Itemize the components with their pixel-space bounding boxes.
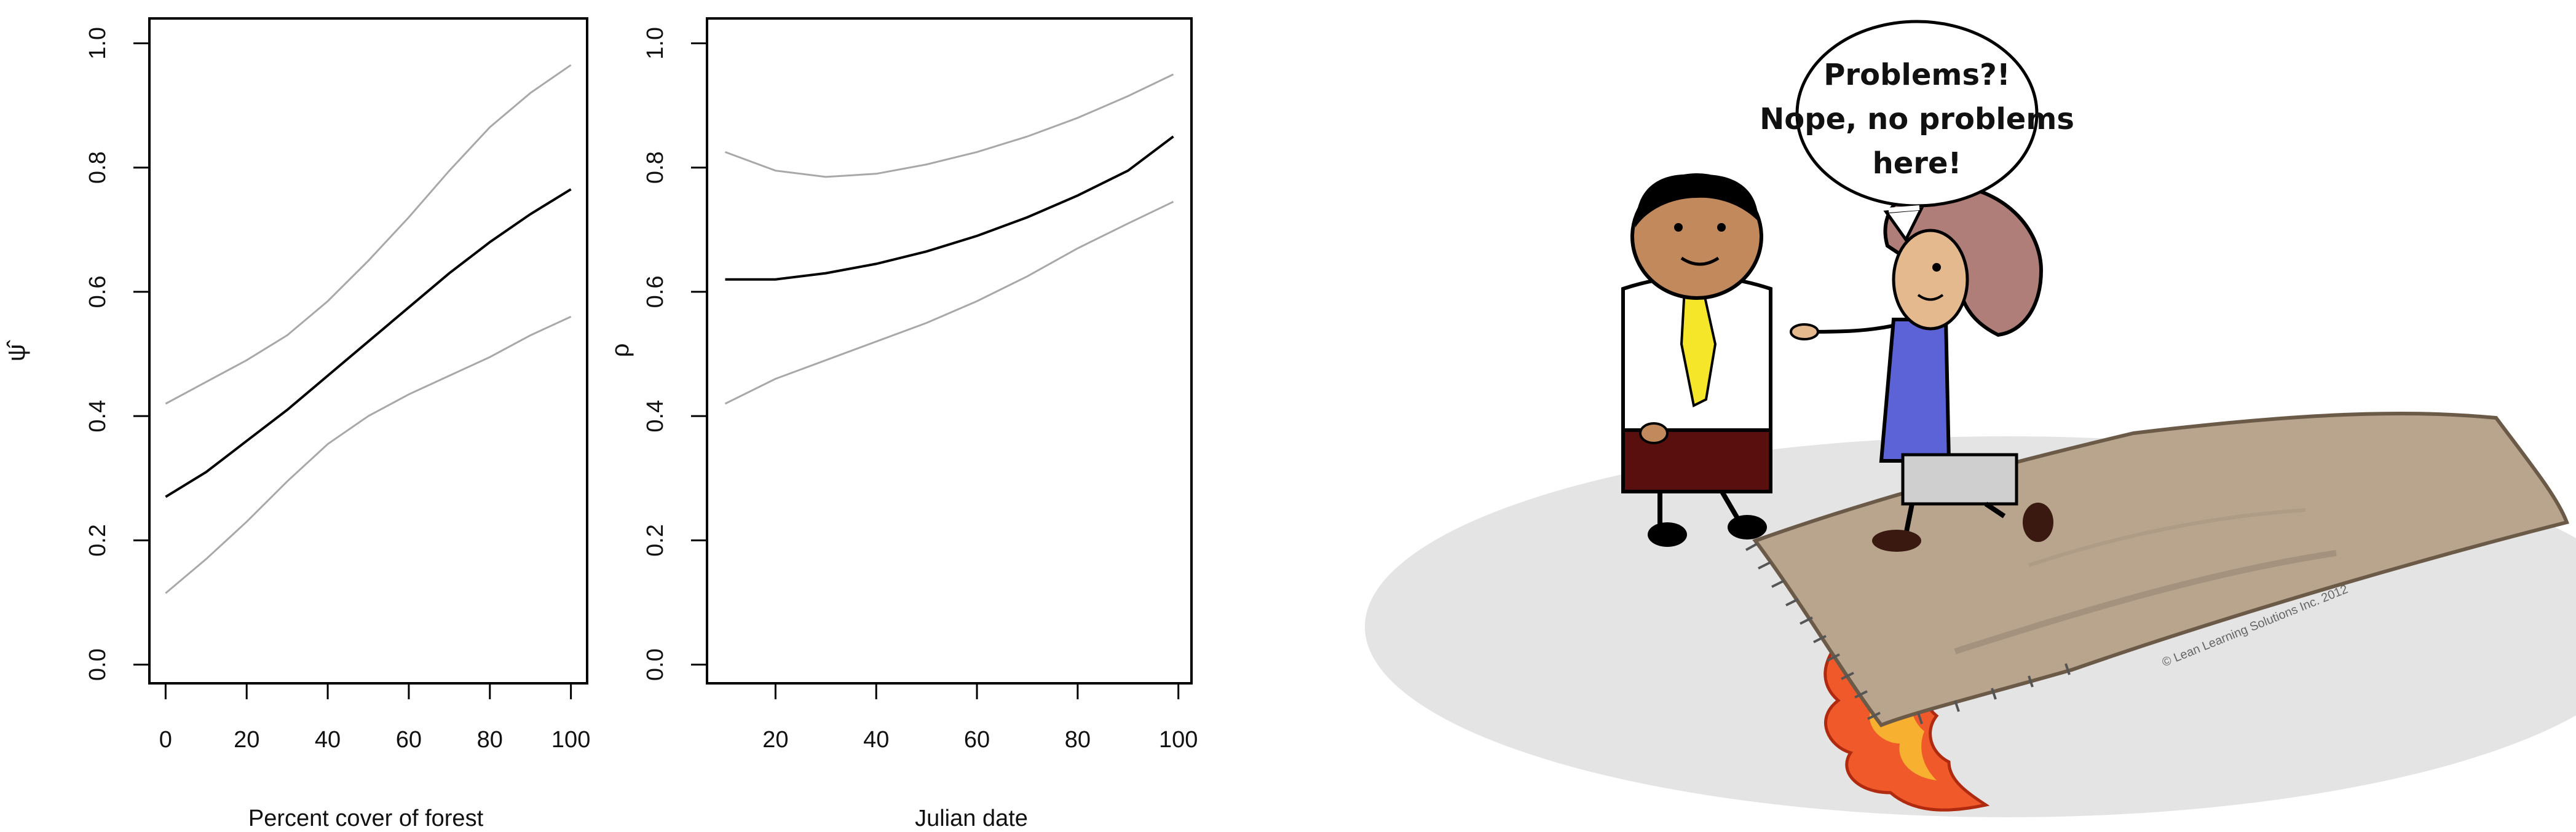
x-tick-label: 40	[315, 727, 341, 753]
series-line-estimate	[725, 135, 1174, 281]
plot-forest-cover: 0 20 40 60 80 100 0.0 0.2 0.4 0.6 0.8 1.0 Percent …	[3, 17, 590, 831]
x-axis-label: Julian date	[915, 806, 1028, 831]
carpet-pattern	[1954, 550, 2337, 654]
y-tick-label: 0.6	[85, 276, 111, 308]
y-tick-label: 0.2	[642, 524, 668, 557]
bubble-line-3: here!	[1873, 146, 1962, 181]
series-line-upper	[165, 64, 572, 405]
plot-frame	[706, 17, 1193, 685]
series-line-upper	[724, 73, 1174, 178]
y-tick-label: 1.0	[85, 27, 111, 60]
y-tick-label: 0.6	[642, 276, 668, 308]
x-tick-label: 20	[762, 727, 788, 753]
man-figure	[1621, 173, 1772, 547]
plot-frame	[148, 17, 588, 685]
bubble-line-1: Problems?!	[1823, 58, 2010, 92]
series-line-estimate	[165, 188, 572, 498]
series-line-lower	[724, 200, 1174, 405]
x-tick-label: 80	[477, 727, 503, 753]
series-line-lower	[165, 316, 572, 594]
y-axis-label: ρ	[607, 343, 634, 358]
x-tick-label: 60	[396, 727, 422, 753]
x-tick-label: 60	[964, 727, 990, 753]
x-tick-label: 0	[159, 727, 172, 753]
y-tick-label: 0.8	[85, 151, 111, 184]
y-axis-label: ψ̂	[3, 340, 30, 362]
carpet-fringe	[1745, 543, 2071, 724]
y-tick-label: 0.4	[642, 400, 668, 433]
y-tick-label: 0.0	[642, 648, 668, 681]
bubble-line-2: Nope, no problems	[1760, 102, 2074, 136]
x-tick-label: 100	[551, 727, 590, 753]
woman-figure	[1790, 181, 2053, 552]
y-tick-label: 0.4	[85, 400, 111, 433]
y-tick-label: 1.0	[642, 27, 668, 60]
x-tick-label: 80	[1065, 727, 1091, 753]
speech-bubble: Problems?! Nope, no problems here!	[1760, 20, 2074, 243]
x-tick-label: 20	[234, 727, 259, 753]
y-tick-label: 0.8	[642, 151, 668, 184]
magic-carpet-cartoon: © Lean Learning Solutions Inc. 2012	[1365, 20, 2576, 817]
x-tick-label: 40	[863, 727, 889, 753]
plot-julian-date: 20 40 60 80 100 0.0 0.2 0.4 0.6 0.8 1.0 Julian da…	[607, 17, 1198, 831]
x-tick-label: 100	[1159, 727, 1198, 753]
y-tick-label: 0.0	[85, 648, 111, 681]
y-tick-label: 0.2	[85, 524, 111, 557]
carpet-pattern	[2028, 508, 2306, 567]
x-axis-label: Percent cover of forest	[248, 806, 484, 831]
